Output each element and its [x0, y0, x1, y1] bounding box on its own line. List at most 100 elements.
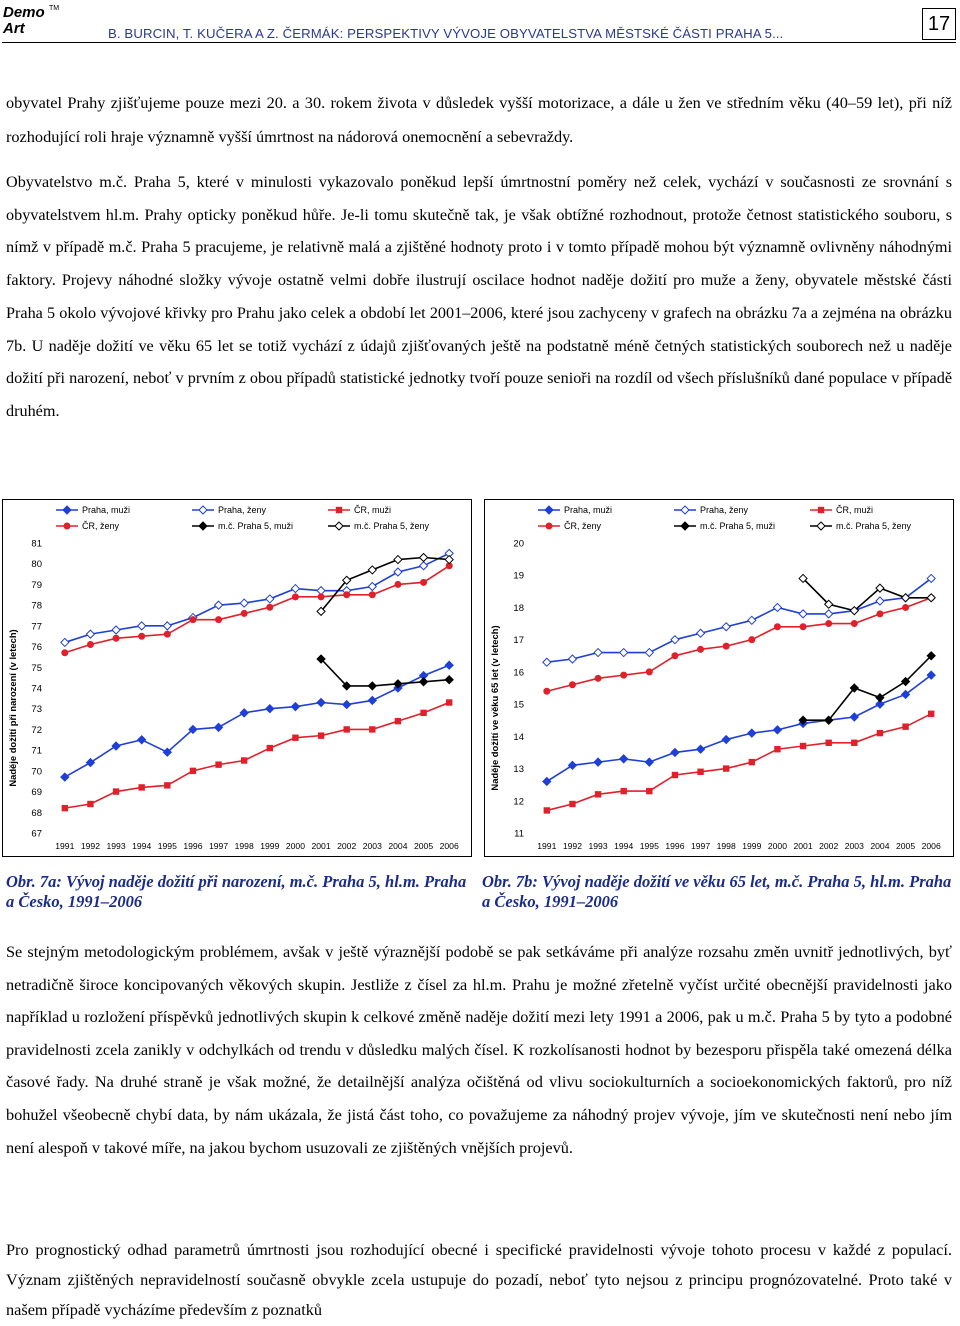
chart-7a-svg: 67 68 69 70 71 72 73 74 75 76 77 78 79 80 81 1991 1992 19…	[2, 499, 472, 857]
legend-marker	[544, 505, 554, 515]
data-point	[773, 623, 781, 631]
data-point	[618, 647, 629, 658]
y-tick-label: 74	[31, 684, 42, 695]
data-point	[111, 741, 121, 751]
x-tick-label: 2005	[414, 841, 433, 851]
data-point	[926, 593, 936, 603]
data-point	[444, 675, 454, 685]
legend-item: Praha, ženy	[674, 505, 749, 515]
data-point	[772, 725, 783, 735]
paragraph-4: Pro prognostický odhad parametrů úmrtnos…	[6, 1240, 952, 1320]
data-point	[875, 692, 885, 703]
y-tick-label: 69	[31, 787, 42, 798]
data-point	[111, 625, 121, 635]
legend-label: Praha, muži	[82, 505, 130, 515]
data-point	[594, 791, 602, 798]
data-point	[542, 776, 552, 787]
y-tick-label: 71	[31, 746, 42, 757]
x-tick-label: 1992	[563, 841, 582, 851]
y-tick-label: 75	[31, 663, 42, 674]
data-point	[747, 615, 757, 626]
y-tick-label: 13	[513, 764, 524, 775]
data-point	[86, 641, 94, 648]
x-tick-label: 1999	[260, 841, 279, 851]
logo-text-top: Demo	[3, 4, 45, 21]
series-ČR, muži	[543, 710, 935, 814]
data-point	[774, 746, 781, 753]
data-point	[902, 723, 909, 730]
y-tick-label: 12	[513, 796, 524, 807]
data-point	[215, 761, 222, 768]
series-line	[64, 701, 450, 809]
data-point	[850, 620, 858, 628]
x-tick-label: 1994	[614, 841, 633, 851]
logo-text-bottom: Art	[2, 20, 26, 36]
series-Praha, ženy	[60, 548, 454, 648]
x-tick-label: 1996	[183, 841, 202, 851]
chart-7a: 67 68 69 70 71 72 73 74 75 76 77 78 79 80 81 1991 1992 19…	[2, 499, 472, 857]
data-point	[85, 757, 96, 768]
data-point	[291, 593, 299, 601]
series-line	[546, 597, 932, 692]
data-point	[60, 772, 70, 782]
data-point	[61, 804, 69, 812]
data-point	[162, 747, 173, 757]
data-point	[926, 651, 936, 661]
x-tick-label: 1998	[717, 841, 736, 851]
data-point	[722, 765, 730, 772]
x-tick-label: 2000	[286, 841, 305, 851]
data-point	[112, 634, 120, 642]
data-point	[316, 606, 326, 617]
data-point	[849, 605, 860, 616]
y-tick-label: 72	[31, 725, 42, 736]
data-point	[594, 674, 602, 682]
data-point	[138, 632, 146, 640]
caption-fig-7a: Obr. 7a: Vývoj naděje dožití při narozen…	[6, 872, 467, 911]
data-point	[367, 581, 378, 592]
data-point	[138, 784, 145, 791]
legend-marker	[817, 506, 825, 514]
x-tick-label: 1999	[742, 841, 761, 851]
data-point	[618, 754, 629, 764]
data-point	[902, 603, 910, 611]
legend-label: ČR, muži	[354, 505, 391, 515]
data-point	[543, 807, 551, 814]
legend-marker	[335, 506, 343, 514]
data-point	[670, 747, 680, 758]
legend-marker	[680, 521, 690, 531]
data-point	[926, 573, 936, 584]
data-point	[61, 649, 69, 657]
data-point	[900, 676, 911, 687]
data-point	[60, 637, 70, 648]
legend-item: Praha, muži	[538, 505, 612, 515]
y-tick-label: 80	[31, 559, 42, 570]
running-header: B. BURCIN, T. KUČERA A Z. ČERMÁK: PERSPE…	[108, 26, 784, 41]
x-tick-label: 2004	[870, 841, 889, 851]
data-point	[136, 621, 147, 631]
x-tick-label: 1993	[107, 841, 126, 851]
data-point	[875, 596, 885, 606]
series-Praha, muži	[60, 660, 454, 782]
y-tick-label: 68	[31, 808, 42, 819]
x-tick-label: 2000	[768, 841, 787, 851]
legend-label: m.č. Praha 5, ženy	[836, 521, 912, 531]
data-point	[240, 757, 248, 764]
data-point	[112, 788, 120, 795]
series-m.č. Praha 5, ženy	[316, 552, 454, 617]
data-point	[317, 593, 325, 601]
data-point	[620, 671, 628, 679]
data-point	[367, 681, 378, 691]
legend-item: m.č. Praha 5, ženy	[328, 521, 430, 531]
y-tick-label: 73	[31, 704, 42, 715]
data-point	[823, 715, 834, 725]
legend-marker	[63, 522, 71, 530]
data-point	[316, 697, 326, 708]
data-point	[418, 677, 429, 687]
chart-7b: 11 12 13 14 15 16 17 18 19 20 1991 1992 1993 1994 1995…	[484, 499, 954, 857]
legend-label: ČR, ženy	[82, 521, 120, 531]
y-tick-label: 19	[513, 571, 524, 582]
series-line	[546, 674, 932, 783]
legend-item: ČR, ženy	[538, 521, 602, 531]
data-point	[825, 620, 833, 628]
data-point	[418, 561, 429, 571]
